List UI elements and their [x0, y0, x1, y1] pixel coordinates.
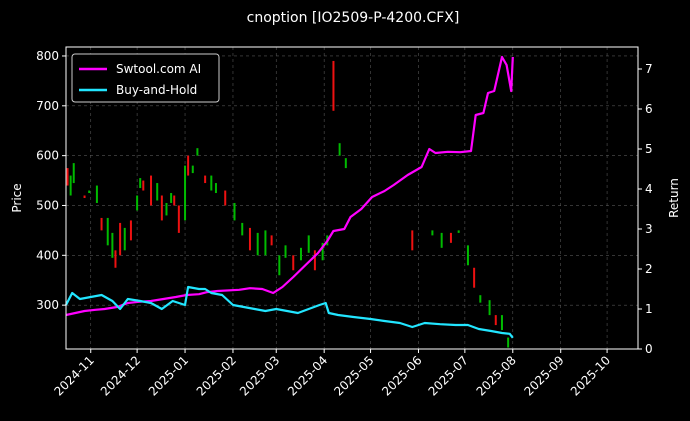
x-tick-label: 2025-01 — [146, 353, 191, 398]
y2-tick-label: 3 — [645, 222, 653, 236]
x-tick-label: 2025-10 — [568, 353, 613, 398]
price-bar — [165, 202, 168, 216]
price-bar — [160, 195, 163, 221]
y2-tick-label: 0 — [645, 342, 653, 356]
price-bar — [321, 242, 324, 261]
price-bar — [449, 232, 452, 243]
price-bar — [196, 148, 199, 156]
price-bar — [473, 267, 476, 288]
series-line-buyhold — [65, 285, 514, 339]
price-bar — [123, 227, 126, 251]
price-bar — [184, 165, 187, 221]
price-bar — [332, 60, 335, 111]
price-bar — [69, 175, 72, 196]
price-bar — [187, 155, 190, 176]
plot-frame — [65, 46, 639, 350]
price-bar — [248, 227, 251, 251]
price-bar — [100, 217, 103, 231]
x-tick-label: 2024-12 — [98, 353, 143, 398]
price-bar — [150, 175, 153, 206]
price-bar — [479, 295, 482, 303]
y-tick-label: 800 — [36, 49, 59, 63]
x-tick-label: 2025-07 — [426, 353, 471, 398]
y2-tick-label: 1 — [645, 302, 653, 316]
y2-axis-label: Return — [667, 178, 681, 218]
price-bar — [95, 185, 98, 203]
price-bar — [457, 230, 460, 233]
series-lines — [65, 55, 514, 339]
x-tick-label: 2025-09 — [521, 353, 566, 398]
y-tick-label: 600 — [36, 149, 59, 163]
price-bar — [66, 168, 69, 186]
price-bar — [466, 245, 469, 266]
y2-tick-label: 6 — [645, 102, 653, 116]
price-bar — [338, 143, 341, 156]
price-bar — [214, 183, 217, 194]
price-bar — [233, 202, 236, 221]
y-tick-label: 700 — [36, 99, 59, 113]
price-bar — [204, 175, 207, 184]
price-bar — [111, 232, 114, 258]
price-bar — [173, 195, 176, 206]
price-bar — [177, 205, 180, 233]
chart-title: cnoption [IO2509-P-4200.CFX] — [247, 10, 460, 26]
x-tick-label: 2025-08 — [474, 353, 519, 398]
price-bar — [500, 315, 503, 331]
y2-tick-label: 2 — [645, 262, 653, 276]
x-tick-label: 2025-05 — [331, 353, 376, 398]
price-bar — [411, 230, 414, 251]
candles — [66, 60, 510, 348]
price-bar — [299, 247, 302, 261]
price-bar — [119, 222, 122, 256]
price-bar — [136, 195, 139, 211]
x-tick-label: 2025-04 — [285, 353, 330, 398]
price-bar — [210, 175, 213, 191]
x-tick-label: 2025-06 — [379, 353, 424, 398]
price-bar — [507, 337, 510, 348]
price-bar — [488, 300, 491, 316]
y-tick-label: 400 — [36, 248, 59, 262]
price-bar — [264, 230, 267, 256]
price-bar — [344, 158, 347, 169]
price-bar — [313, 250, 316, 271]
x-tick-label: 2025-02 — [194, 353, 239, 398]
price-bar — [494, 315, 497, 326]
price-bar — [431, 230, 434, 236]
price-bar — [270, 235, 273, 246]
price-bar — [72, 163, 75, 184]
y-axis-label: Price — [10, 183, 24, 212]
price-bar — [156, 183, 159, 201]
y-tick-label: 300 — [36, 298, 59, 312]
legend-box — [71, 53, 220, 103]
legend-label-buyhold: Buy-and-Hold — [116, 83, 197, 97]
price-bar — [307, 235, 310, 253]
price-bar — [241, 222, 244, 236]
price-bar — [284, 245, 287, 258]
price-bar — [170, 193, 173, 203]
price-bar — [278, 255, 281, 276]
price-bar — [191, 165, 194, 174]
price-bar — [83, 195, 86, 198]
y2-tick-label: 7 — [645, 62, 653, 76]
price-bar — [440, 232, 443, 248]
price-bar — [129, 220, 132, 241]
price-bar — [142, 180, 145, 191]
legend: Swtool.com AI Buy-and-Hold — [71, 53, 220, 103]
price-bar — [106, 217, 109, 246]
x-tick-label: 2025-03 — [237, 353, 282, 398]
price-bar — [139, 178, 142, 189]
y-tick-label: 500 — [36, 198, 59, 212]
x-tick-label: 2024-11 — [52, 353, 97, 398]
price-bar — [256, 232, 259, 256]
price-bar — [292, 255, 295, 271]
price-bar — [88, 190, 91, 194]
price-bar — [114, 250, 117, 268]
price-bar — [224, 190, 227, 206]
y2-tick-label: 5 — [645, 142, 653, 156]
y2-tick-label: 4 — [645, 182, 653, 196]
legend-label-strategy: Swtool.com AI — [116, 62, 201, 76]
